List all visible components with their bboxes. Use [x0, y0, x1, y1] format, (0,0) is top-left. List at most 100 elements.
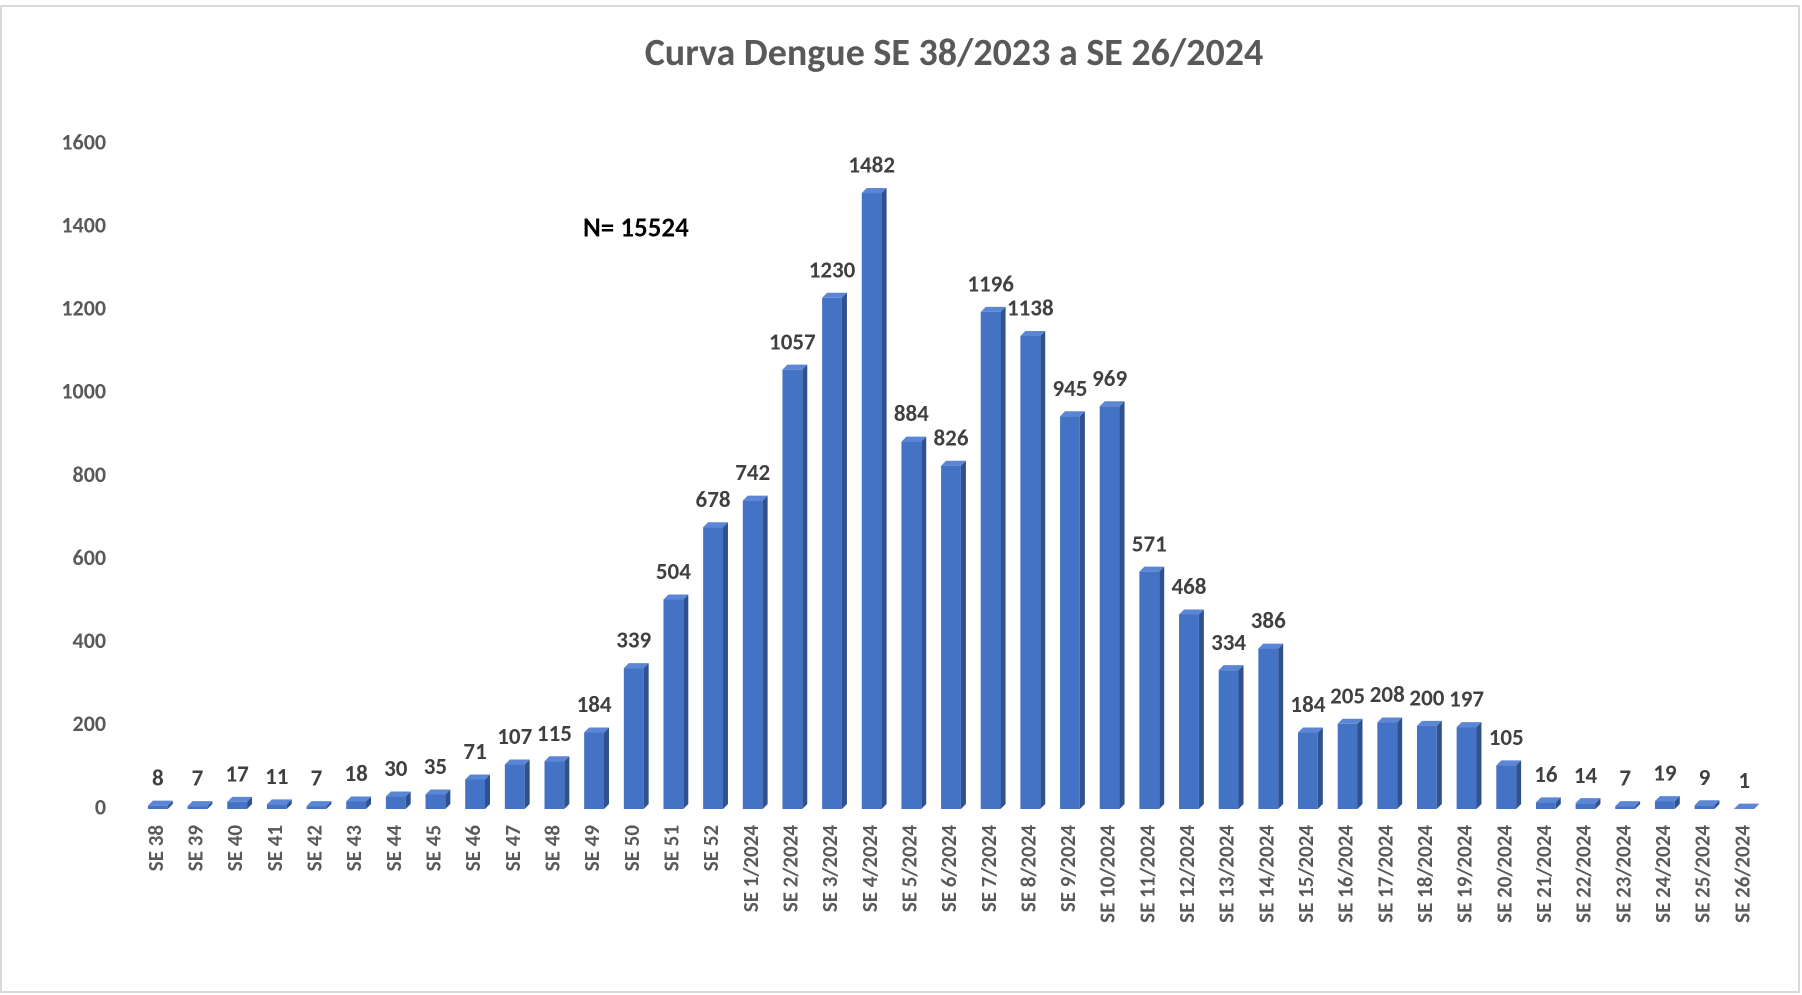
- bar-side: [207, 801, 213, 809]
- data-label: 197: [1449, 686, 1484, 714]
- bar-side: [247, 796, 253, 809]
- bar-side: [1159, 566, 1165, 809]
- bar-side: [1397, 717, 1403, 809]
- bar: [1575, 803, 1596, 809]
- bar: [1456, 727, 1477, 809]
- bar: [227, 801, 248, 809]
- data-label: 7: [311, 765, 323, 793]
- bar-side: [1079, 411, 1085, 809]
- bar-top: [1615, 801, 1641, 807]
- data-label: 1138: [1007, 295, 1054, 323]
- y-tick-label: 1200: [61, 295, 106, 322]
- bar: [1060, 416, 1080, 809]
- data-label: 334: [1211, 629, 1246, 657]
- bar: [1694, 805, 1715, 809]
- data-label: 184: [577, 691, 612, 719]
- bar-side: [921, 436, 927, 809]
- bar: [1654, 801, 1675, 809]
- bar-side: [1555, 797, 1561, 809]
- bar: [1416, 725, 1437, 809]
- data-label: 1196: [967, 270, 1014, 298]
- bar: [782, 369, 803, 809]
- data-label: 30: [384, 755, 408, 783]
- bar-top: [1139, 566, 1165, 572]
- y-tick-label: 1000: [61, 378, 106, 405]
- bar-side: [1357, 718, 1363, 809]
- data-label: 200: [1409, 684, 1444, 712]
- data-label: 17: [225, 761, 249, 789]
- bar-side: [1436, 720, 1442, 809]
- data-label: 105: [1489, 724, 1524, 752]
- bar: [425, 794, 446, 809]
- bar: [1179, 614, 1199, 809]
- data-label: 969: [1092, 365, 1127, 393]
- x-tick-label: SE 44: [381, 825, 407, 872]
- data-label: 35: [424, 753, 447, 781]
- x-tick-label: SE 23/2024: [1610, 825, 1636, 923]
- bar-side: [1635, 801, 1641, 809]
- x-tick-label: SE 15/2024: [1293, 825, 1319, 923]
- data-label: 71: [463, 738, 486, 766]
- data-label: 742: [735, 459, 770, 487]
- bar-top: [1416, 720, 1442, 726]
- bar: [346, 801, 367, 809]
- x-tick-label: SE 39: [183, 825, 209, 872]
- data-label: 339: [616, 627, 651, 655]
- bar: [980, 311, 1001, 809]
- bar: [1099, 406, 1120, 809]
- x-tick-label: SE 10/2024: [1095, 825, 1121, 923]
- x-tick-label: SE 41: [262, 825, 288, 871]
- data-label: 468: [1171, 573, 1206, 601]
- bar-side: [881, 188, 887, 809]
- x-tick-label: SE 14/2024: [1253, 825, 1279, 923]
- annotation: N= 15524: [583, 212, 689, 245]
- bar-top: [1099, 401, 1125, 407]
- data-label: 14: [1574, 762, 1598, 790]
- bar: [1337, 723, 1358, 809]
- bar-side: [485, 774, 491, 809]
- bar-side: [841, 292, 847, 809]
- x-tick-label: SE 18/2024: [1412, 825, 1438, 923]
- bar-top: [623, 663, 649, 669]
- bar-side: [722, 522, 728, 809]
- data-label: 18: [344, 760, 367, 788]
- bar-top: [266, 799, 292, 805]
- x-tick-label: SE 25/2024: [1690, 825, 1716, 923]
- x-tick-label: SE 8/2024: [1015, 825, 1041, 913]
- x-tick-label: SE 42: [302, 825, 328, 871]
- bar-side: [1714, 800, 1720, 809]
- bar-side: [1317, 727, 1323, 809]
- bar: [1298, 732, 1318, 809]
- bar-top: [385, 791, 411, 797]
- x-tick-label: SE 22/2024: [1571, 825, 1597, 923]
- bar-side: [1000, 306, 1006, 809]
- x-tick-label: SE 19/2024: [1452, 825, 1478, 923]
- x-tick-label: SE 48: [540, 825, 566, 872]
- x-tick-label: SE 38: [143, 825, 169, 872]
- data-label: 1057: [769, 328, 816, 356]
- bar-side: [1238, 665, 1244, 809]
- bar: [1139, 571, 1160, 809]
- x-tick-label: SE 16/2024: [1333, 825, 1359, 923]
- bar-top: [1020, 331, 1046, 337]
- chart-title: Curva Dengue SE 38/2023 a SE 26/2024: [645, 30, 1264, 76]
- bar: [504, 764, 525, 809]
- x-tick-label: SE 4/2024: [857, 825, 883, 913]
- bar-side: [405, 791, 411, 809]
- x-tick-label: SE 43: [341, 825, 367, 872]
- bar-top: [1060, 411, 1085, 417]
- bar-top: [187, 801, 213, 807]
- data-label: 107: [497, 723, 532, 751]
- bar-top: [227, 796, 253, 802]
- bar: [861, 193, 882, 809]
- bar-side: [1754, 803, 1760, 809]
- bar-side: [1476, 722, 1482, 809]
- chart-frame: [0, 5, 1800, 993]
- y-tick-label: 1600: [61, 128, 106, 155]
- bar: [1496, 765, 1517, 809]
- x-tick-label: SE 20/2024: [1491, 825, 1517, 923]
- bar-top: [742, 495, 768, 501]
- bar-side: [1595, 798, 1601, 809]
- bar-side: [762, 495, 768, 809]
